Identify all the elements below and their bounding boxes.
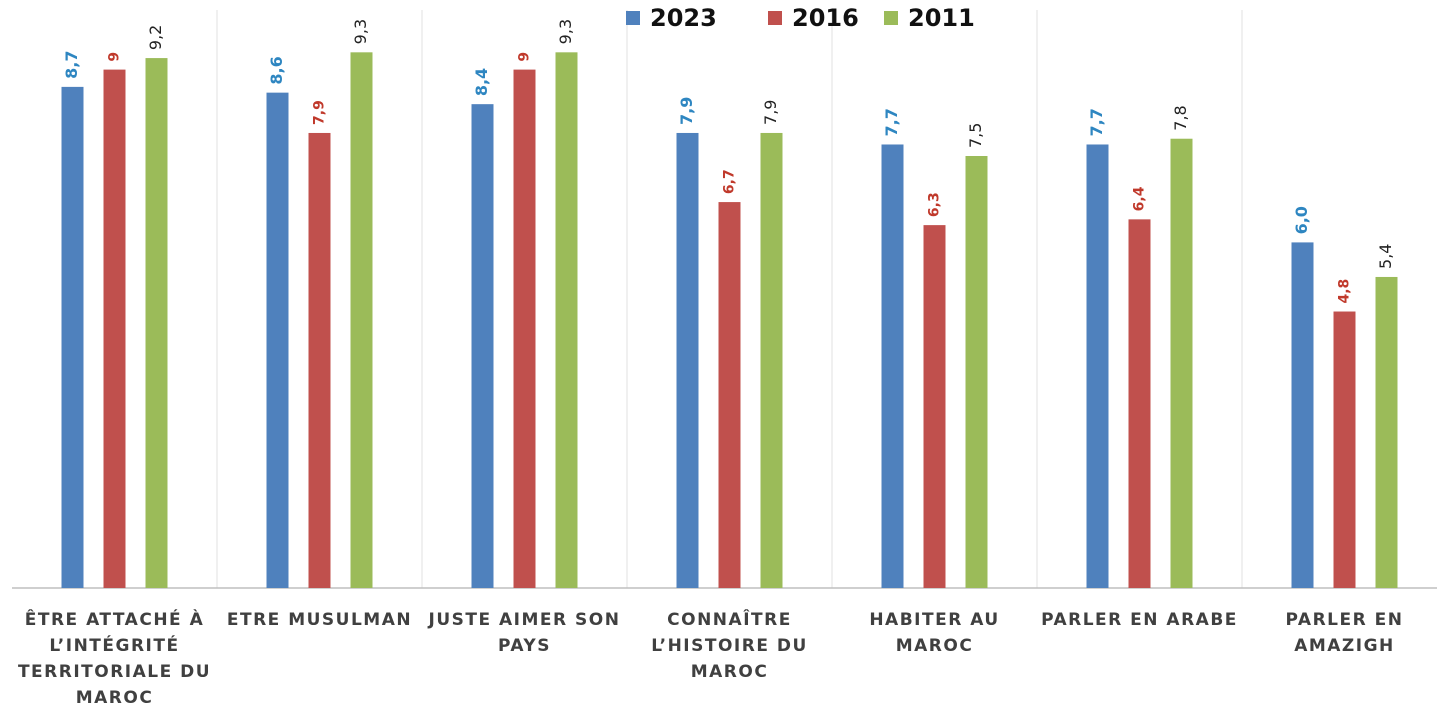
value-label: 6,4 — [1132, 186, 1148, 211]
value-label: 7,9 — [761, 100, 780, 125]
bar — [760, 132, 783, 588]
x-tick-label: L’HISTOIRE DU — [651, 636, 808, 656]
bar — [1375, 276, 1398, 588]
x-tick-label: ETRE MUSULMAN — [227, 610, 412, 630]
legend-label: 2011 — [908, 4, 975, 32]
bar — [923, 225, 946, 588]
bar — [513, 69, 536, 589]
bar — [350, 52, 373, 588]
bar — [676, 132, 699, 588]
value-label: 8,7 — [62, 51, 81, 79]
bar — [1333, 311, 1356, 588]
value-label: 8,4 — [472, 68, 491, 96]
x-tick-label: MAROC — [76, 688, 154, 708]
value-label: 9 — [107, 52, 123, 62]
bar — [1170, 138, 1193, 588]
bar — [61, 86, 84, 588]
bar — [266, 92, 289, 588]
x-tick-label: PAYS — [498, 636, 551, 656]
bar — [965, 156, 988, 588]
bar — [103, 69, 126, 589]
legend-swatch — [884, 11, 898, 25]
bar — [718, 202, 741, 588]
bar — [1086, 144, 1109, 589]
value-label: 5,4 — [1376, 244, 1395, 269]
bar — [308, 132, 331, 588]
bar — [471, 104, 494, 588]
legend-label: 2016 — [792, 4, 859, 32]
x-tick-label: ÊTRE ATTACHÉ À — [25, 608, 204, 630]
value-label: 7,7 — [882, 108, 901, 136]
legend-swatch — [626, 11, 640, 25]
value-label: 9,2 — [146, 25, 165, 50]
bar — [145, 58, 168, 588]
x-tick-label: TERRITORIALE DU — [18, 662, 211, 682]
x-tick-label: PARLER EN — [1286, 610, 1404, 630]
x-tick-label: MAROC — [896, 636, 974, 656]
value-label: 7,9 — [677, 97, 696, 125]
x-tick-label: HABITER AU — [869, 610, 999, 630]
value-label: 9,3 — [556, 19, 575, 44]
value-label: 7,9 — [312, 100, 328, 125]
bar — [555, 52, 578, 588]
bar — [1128, 219, 1151, 589]
value-label: 6,0 — [1292, 206, 1311, 234]
value-label: 4,8 — [1337, 279, 1353, 304]
x-tick-label: JUSTE AIMER SON — [428, 610, 621, 630]
x-tick-label: MAROC — [691, 662, 769, 682]
legend-label: 2023 — [650, 4, 717, 32]
x-tick-label: L’INTÉGRITÉ — [49, 634, 179, 656]
legend-swatch — [768, 11, 782, 25]
value-label: 9 — [517, 52, 533, 62]
value-label: 9,3 — [351, 19, 370, 44]
x-tick-label: PARLER EN ARABE — [1041, 610, 1238, 630]
value-label: 6,3 — [927, 192, 943, 217]
bar — [881, 144, 904, 589]
value-label: 8,6 — [267, 56, 286, 84]
x-tick-label: CONNAÎTRE — [667, 608, 792, 630]
value-label: 7,8 — [1171, 105, 1190, 130]
value-label: 6,7 — [722, 169, 738, 194]
bar — [1291, 242, 1314, 588]
x-tick-label: AMAZIGH — [1294, 636, 1395, 656]
value-label: 7,5 — [966, 123, 985, 148]
value-label: 7,7 — [1087, 108, 1106, 136]
